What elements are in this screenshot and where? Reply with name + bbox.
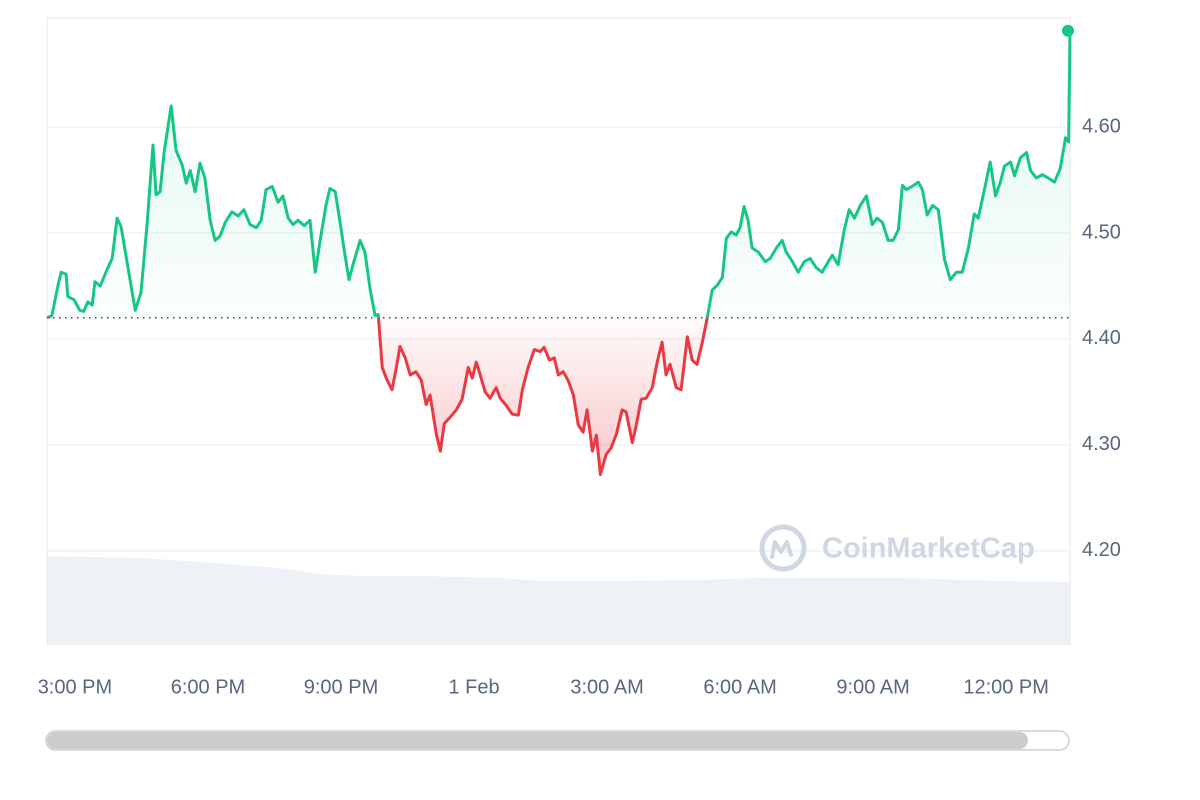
scrollbar[interactable]: [45, 730, 1070, 751]
x-tick-label: 3:00 AM: [570, 676, 643, 698]
watermark-logo: [759, 524, 807, 572]
y-tick-label: 4.30: [1082, 433, 1121, 455]
x-tick-label: 9:00 AM: [836, 676, 909, 698]
y-tick-label: 4.60: [1082, 115, 1121, 137]
x-tick-label: 1 Feb: [448, 676, 499, 698]
x-tick-label: 6:00 AM: [703, 676, 776, 698]
watermark-logo-m: [770, 540, 793, 559]
y-tick-label: 4.40: [1082, 327, 1121, 349]
area-fill: [47, 30, 1070, 475]
x-tick-label: 6:00 PM: [171, 676, 245, 698]
y-tick-label: 4.50: [1082, 221, 1121, 243]
volume-area: [47, 556, 1070, 645]
price-line: [46, 30, 1072, 476]
watermark-text: CoinMarketCap: [822, 533, 1035, 565]
watermark: CoinMarketCap: [759, 524, 1035, 572]
x-tick-label: 3:00 PM: [38, 676, 112, 698]
x-tick-label: 12:00 PM: [963, 676, 1049, 698]
last-price-dot: [1062, 24, 1074, 37]
y-tick-label: 4.20: [1082, 539, 1121, 561]
scrollbar-thumb[interactable]: [47, 732, 1028, 749]
x-tick-label: 9:00 PM: [304, 676, 378, 698]
